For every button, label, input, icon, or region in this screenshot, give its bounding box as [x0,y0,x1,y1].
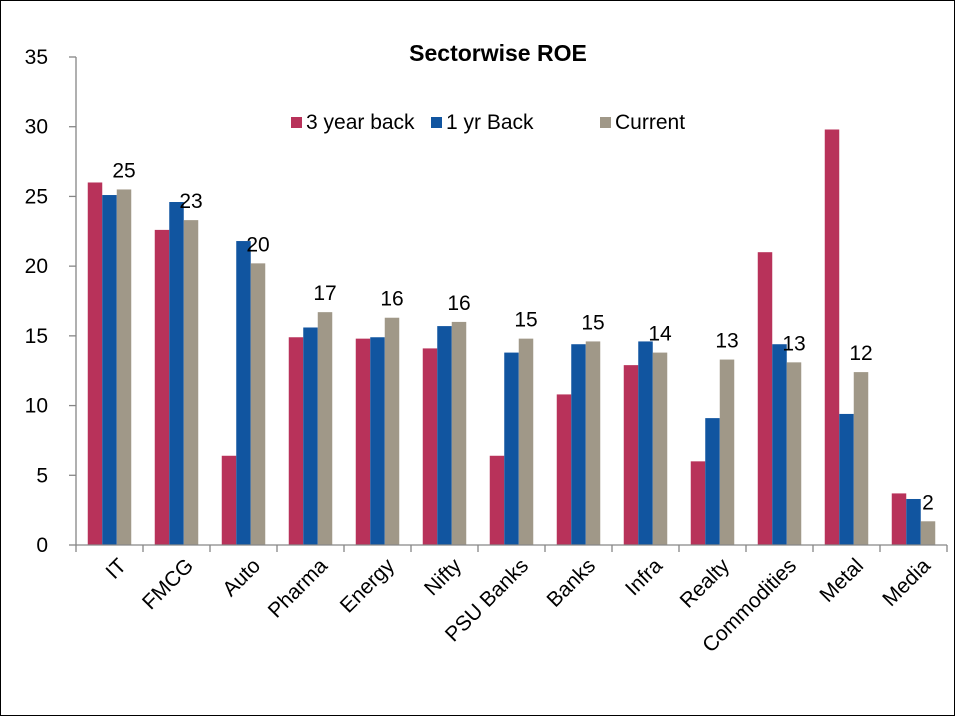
bar-1-yr-back [102,195,117,545]
bar-3-year-back [87,182,103,545]
y-tick-label: 25 [25,185,48,208]
bar-1-yr-back [705,418,720,545]
bar-3-year-back [355,338,371,545]
y-tick-label: 20 [25,255,48,278]
bar-current [451,321,467,545]
legend: 3 year back 1 yr Back Current [291,111,685,134]
data-label: 13 [782,332,805,355]
data-label: 23 [179,190,202,213]
bars [87,129,936,546]
bar-1-yr-back [303,327,318,545]
category-label: Infra [621,554,667,600]
y-tick-label: 5 [36,464,48,487]
bar-current [719,359,735,545]
y-tick-label: 0 [36,534,48,557]
bar-3-year-back [623,365,639,545]
bar-3-year-back [422,348,438,545]
y-tick-label: 35 [25,46,48,69]
chart-title: Sectorwise ROE [409,40,587,66]
bar-1-yr-back [504,352,519,545]
data-label: 15 [581,311,604,334]
bar-3-year-back [891,493,907,545]
data-label: 20 [246,233,269,256]
bar-1-yr-back [638,341,653,545]
data-label: 14 [648,323,672,346]
category-label: Nifty [420,554,466,600]
category-label: Banks [542,554,600,612]
data-label: 15 [514,309,537,332]
category-label: Media [878,554,935,611]
bar-current [116,189,132,545]
legend-label: 1 yr Back [446,111,534,134]
y-tick-label: 30 [25,116,48,139]
data-label: 25 [112,159,135,182]
bar-1-yr-back [839,413,854,545]
bar-current [920,521,936,545]
bar-3-year-back [556,394,572,545]
bar-current [853,372,869,545]
bar-3-year-back [824,129,840,545]
bar-current [585,341,601,545]
data-label: 12 [849,342,872,365]
category-label: Auto [218,554,265,601]
data-label: 16 [447,292,470,315]
data-label: 13 [715,330,738,353]
bar-1-yr-back [571,344,586,545]
bar-1-yr-back [437,326,452,545]
data-label: 17 [313,282,336,305]
bar-1-yr-back [772,344,787,545]
bar-current [183,220,199,546]
bar-current [652,352,668,545]
legend-swatch [431,117,442,128]
bar-1-yr-back [370,337,385,545]
data-labels: 25 23 20 17 16 16 15 15 14 13 13 12 2 [112,159,934,514]
legend-label: Current [615,111,685,134]
legend-swatch [600,117,611,128]
y-tick-label: 10 [25,395,48,418]
data-label: 2 [922,491,934,514]
category-label: Energy [336,554,400,618]
bar-3-year-back [221,455,237,545]
bar-1-yr-back [236,241,251,545]
bar-current [786,362,802,545]
bar-3-year-back [690,461,706,545]
bar-current [250,263,266,545]
category-label: IT [102,554,132,584]
category-label: Metal [815,554,868,607]
bar-3-year-back [489,455,505,545]
bar-current [317,312,333,545]
legend-label: 3 year back [306,111,415,134]
bar-current [518,338,534,545]
data-label: 16 [380,288,403,311]
bar-3-year-back [154,229,170,546]
category-label: Pharma [264,554,332,622]
legend-swatch [291,117,302,128]
bar-1-yr-back [906,498,921,545]
bar-3-year-back [757,252,773,545]
bar-3-year-back [288,337,304,545]
y-tick-label: 15 [25,325,48,348]
bar-current [384,317,400,545]
category-label: Realty [676,554,735,613]
bar-1-yr-back [169,202,184,545]
category-label: FMCG [138,554,198,614]
y-axis: 0 5 10 15 20 25 30 35 [25,46,77,557]
